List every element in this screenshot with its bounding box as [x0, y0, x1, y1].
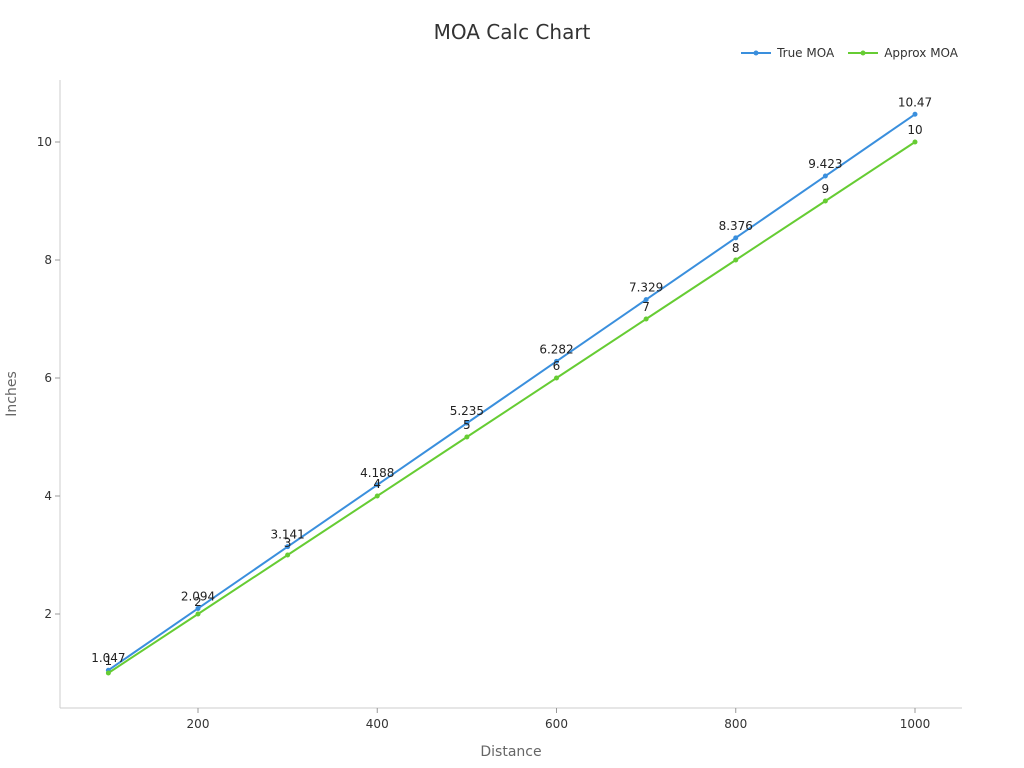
data-label: 6.282 — [539, 342, 573, 356]
x-axis-title: Distance — [480, 744, 541, 760]
data-point[interactable] — [733, 235, 739, 241]
y-tick-label: 4 — [44, 489, 52, 503]
data-point[interactable] — [374, 493, 380, 499]
x-tick-label: 400 — [366, 717, 389, 731]
data-label: 10 — [907, 123, 922, 137]
data-point[interactable] — [643, 316, 649, 322]
data-label: 5.235 — [450, 404, 484, 418]
data-point[interactable] — [285, 552, 291, 558]
data-label: 10.47 — [898, 95, 932, 109]
x-tick-label: 1000 — [900, 717, 931, 731]
y-tick-label: 6 — [44, 371, 52, 385]
data-point[interactable] — [822, 198, 828, 204]
data-point[interactable] — [195, 605, 201, 611]
series-lines — [105, 111, 918, 676]
x-tick-label: 600 — [545, 717, 568, 731]
data-point[interactable] — [554, 358, 559, 364]
data-label: 7 — [642, 300, 650, 314]
y-tick-label: 8 — [44, 253, 52, 267]
data-label: 7.329 — [629, 281, 663, 295]
x-tick-label: 200 — [187, 717, 210, 731]
data-label: 4.188 — [360, 466, 394, 480]
legend-item-true-moa[interactable]: True MOA — [741, 46, 834, 60]
y-tick-label: 10 — [37, 135, 52, 149]
data-label: 5 — [463, 418, 471, 432]
x-tick-label: 800 — [724, 717, 747, 731]
data-point[interactable] — [464, 434, 470, 440]
data-point[interactable] — [912, 111, 918, 117]
legend-swatch-true-moa — [741, 50, 772, 56]
data-label: 2.094 — [181, 589, 215, 603]
data-label: 8.376 — [719, 219, 753, 233]
data-label: 3 — [284, 536, 292, 550]
legend: True MOA Approx MOA — [741, 46, 958, 60]
data-point[interactable] — [643, 297, 649, 303]
data-point[interactable] — [822, 173, 828, 179]
data-point[interactable] — [912, 139, 918, 145]
data-point[interactable] — [195, 611, 201, 617]
data-label: 6 — [553, 359, 561, 373]
data-point[interactable] — [374, 482, 380, 488]
data-label: 2 — [194, 595, 202, 609]
series-line-1 — [107, 141, 916, 674]
y-axis-title: Inches — [4, 371, 20, 416]
legend-label: True MOA — [777, 46, 835, 60]
legend-swatch-approx-moa — [848, 50, 879, 56]
data-label: 8 — [732, 241, 740, 255]
series-line-0 — [107, 113, 916, 672]
axes: 200 400 600 800 1000 2 4 6 8 10 — [37, 80, 962, 731]
data-label: 3.141 — [270, 528, 304, 542]
legend-label: Approx MOA — [884, 46, 958, 60]
data-label: 9 — [822, 182, 830, 196]
data-point[interactable] — [464, 420, 470, 426]
data-label: 1.047 — [91, 651, 125, 665]
data-label: 9.423 — [808, 157, 842, 171]
data-label: 4 — [373, 477, 381, 491]
data-point[interactable] — [733, 257, 739, 263]
data-label: 1 — [105, 654, 113, 668]
y-tick-label: 2 — [44, 607, 52, 621]
legend-item-approx-moa[interactable]: Approx MOA — [848, 46, 958, 60]
data-point[interactable] — [554, 375, 559, 381]
data-point[interactable] — [285, 544, 291, 550]
data-point[interactable] — [105, 670, 111, 676]
chart-title: MOA Calc Chart — [433, 20, 591, 44]
data-labels: 1.047 2.094 3.141 4.188 5.235 6.282 7.329 8.376… — [91, 95, 932, 668]
